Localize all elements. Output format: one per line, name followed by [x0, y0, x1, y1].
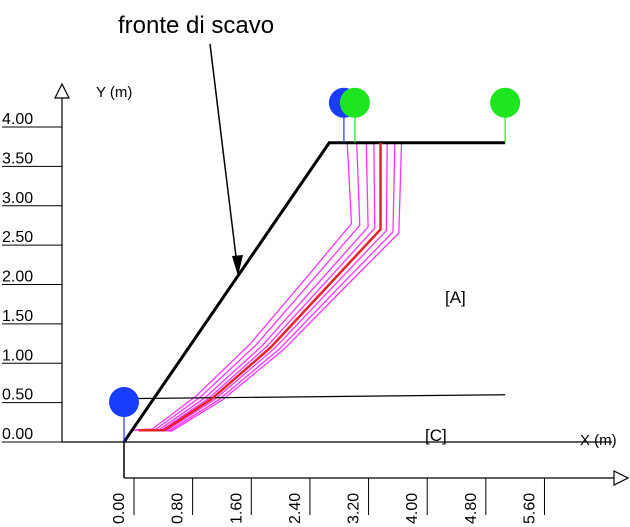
trial-surface [143, 142, 403, 432]
front-label-pointer [209, 43, 239, 274]
x-tick-label: 5.60 [521, 493, 538, 524]
trial-slip-surfaces [130, 142, 403, 432]
markers [109, 87, 521, 442]
x-tick-label: 3.20 [346, 493, 363, 524]
x-tick-labels: 0.00 0.80 1.60 2.40 3.20 4.00 4.80 5.60 [111, 478, 545, 524]
trial-surface [140, 142, 388, 432]
y-tick-label: 1.50 [2, 308, 33, 325]
y-tick-label: 1.00 [2, 347, 33, 364]
y-axis-arrow-icon [54, 82, 70, 99]
trial-surface [130, 142, 353, 431]
x-axis-label: X (m) [580, 432, 617, 449]
y-tick-label: 4.00 [2, 111, 33, 128]
region-c-label: [C] [425, 426, 447, 445]
y-tick-label: 3.00 [2, 190, 33, 207]
green-marker-icon [490, 87, 521, 118]
front-label: fronte di scavo [118, 12, 274, 39]
blue-marker-icon [109, 387, 139, 417]
y-tick-labels: 4.00 3.50 3.00 2.50 2.00 1.50 1.00 0.50 0.00 [2, 111, 62, 443]
x-tick-label: 0.80 [170, 493, 187, 524]
x-tick-label: 4.80 [463, 493, 480, 524]
x-tick-label: 2.40 [287, 493, 304, 524]
x-tick-label: 0.00 [111, 493, 128, 524]
y-tick-label: 0.50 [2, 387, 33, 404]
ground-profile [122, 141, 506, 443]
y-tick-label: 0.00 [2, 426, 33, 443]
region-a-label: [A] [445, 288, 466, 307]
y-tick-label: 2.00 [2, 269, 33, 286]
x-tick-label: 1.60 [228, 493, 245, 524]
x-axis: X (m) [62, 432, 630, 486]
trial-surface [141, 142, 396, 432]
x-tick-label: 4.00 [404, 493, 421, 524]
y-axis-label: Y (m) [96, 84, 132, 101]
green-marker-icon [339, 87, 370, 118]
y-tick-label: 2.50 [2, 229, 33, 246]
front-label-arrowhead [232, 255, 243, 276]
layer-boundary [123, 394, 506, 400]
y-tick-label: 3.50 [2, 150, 33, 167]
y-axis: Y (m) [54, 82, 132, 442]
critical-slip-surface [138, 142, 382, 432]
x-axis-arrow-icon [613, 470, 630, 486]
